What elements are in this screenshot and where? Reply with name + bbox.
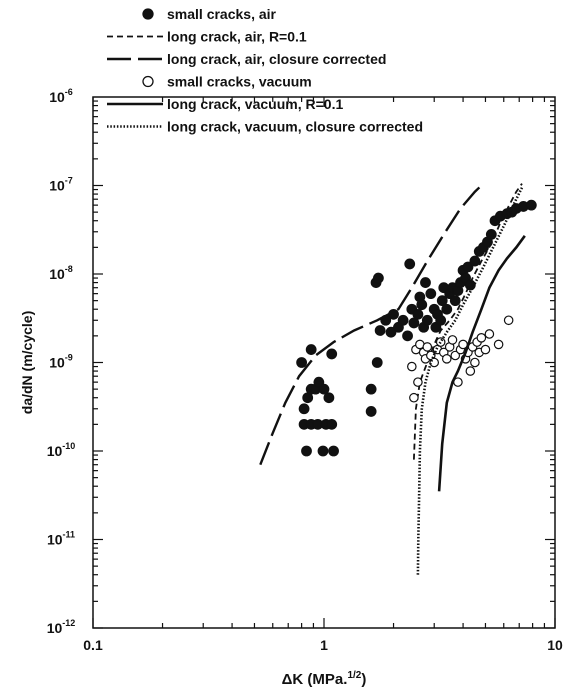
data-point [326,348,338,360]
x-axis-title-main: ΔK (MPa. [282,671,348,688]
data-point [318,383,330,395]
data-point [420,277,431,288]
x-tick-label: 1 [320,637,328,653]
x-tick-label: 0.1 [83,637,103,653]
data-point [469,255,481,267]
data-point [484,329,495,339]
data-point [365,406,377,417]
legend-marker [142,75,154,88]
data-point [470,357,480,368]
data-point [416,299,428,311]
series-0 [296,199,537,457]
data-point [503,315,514,326]
data-point [328,445,339,457]
legend-label: long crack, vacuum, R=0.1 [167,96,343,112]
legend: small cracks, air long crack, air, R=0.1 l… [107,6,423,135]
y-axis-title: da/dN (m/cycle) [19,311,35,414]
legend-item-1: long crack, air, R=0.1 [107,29,307,45]
data-point [429,357,440,368]
data-point [425,288,437,300]
data-point [413,377,423,387]
data-point [449,295,461,307]
data-point [421,314,433,326]
legend-label: small cracks, air [167,6,277,22]
series-line [259,182,485,466]
series-3 [407,315,514,403]
data-point [317,445,329,457]
y-tick-label: 10-9 [49,353,73,371]
data-point [371,357,383,368]
legend-marker [142,8,154,20]
legend-item-5: long crack, vacuum, closure corrected [107,119,423,135]
y-tick-label: 10-10 [47,441,76,459]
data-point [493,339,504,350]
data-point [407,361,417,372]
data-point [412,308,424,320]
series-4 [437,235,526,492]
y-tick-label: 10-7 [49,176,73,194]
plot-frame [92,96,556,629]
data-point [435,314,447,326]
data-point [480,344,491,355]
data-point [404,258,416,270]
data-point [402,330,413,342]
data-point [465,366,476,376]
data-point [385,326,397,338]
data-point [447,335,458,345]
y-axis: 10-12 10-11 10-10 10-9 10-8 10-7 10-6 [47,87,555,636]
series-layer [259,182,537,575]
series-line [416,186,524,575]
legend-item-4: long crack, vacuum, R=0.1 [107,96,343,112]
data-point [365,383,377,395]
data-point [436,295,448,307]
x-tick-label: 10 [547,637,563,653]
data-point [305,344,317,355]
legend-item-0: small cracks, air [142,6,277,22]
data-point [301,445,312,457]
series-2 [259,182,485,466]
data-point [441,354,452,364]
data-point [462,261,474,273]
y-tick-label: 10-8 [49,264,73,282]
data-point [450,350,461,361]
legend-label: long crack, air, closure corrected [167,51,386,67]
legend-item-3: small cracks, vacuum [142,74,312,90]
x-axis-title: ΔK (MPa.1/2) [282,670,367,688]
data-point [422,342,433,352]
y-tick-label: 10-12 [47,618,76,636]
legend-item-2: long crack, air, closure corrected [107,51,386,67]
data-point [409,392,419,403]
data-point [374,325,386,336]
data-point [476,333,487,343]
legend-label: small cracks, vacuum [167,74,312,90]
x-axis: 0.1 1 10 [83,97,563,653]
data-point [296,357,308,368]
data-point [298,403,310,415]
y-tick-label: 10-11 [47,530,75,548]
legend-label: long crack, air, R=0.1 [167,29,307,45]
data-point [326,418,338,430]
x-axis-title-sup: 1/2 [347,670,361,681]
data-point [441,303,453,315]
legend-label: long crack, vacuum, closure corrected [167,119,423,135]
series-line [437,235,526,492]
x-axis-title-close: ) [361,671,366,688]
y-tick-label: 10-6 [49,87,73,105]
data-point [373,272,384,284]
data-point [323,392,335,404]
data-point [397,314,409,326]
series-5 [416,186,524,575]
data-point [525,199,537,211]
